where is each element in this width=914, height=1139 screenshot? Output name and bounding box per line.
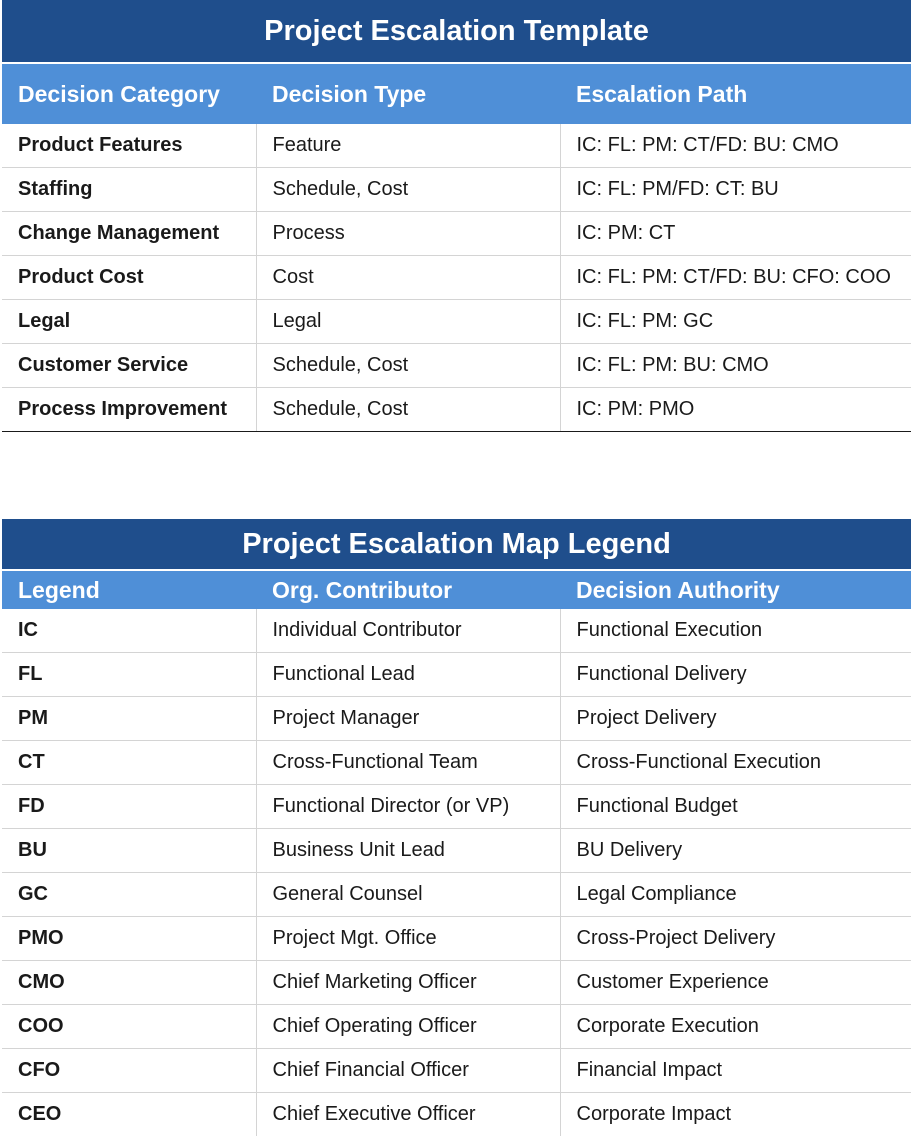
table-cell: Feature xyxy=(256,124,561,168)
table-cell: IC: FL: PM: GC xyxy=(560,299,911,344)
table-cell: PM xyxy=(2,696,257,741)
table-cell: Chief Marketing Officer xyxy=(256,960,561,1005)
table-cell: IC: PM: PMO xyxy=(560,387,911,432)
table-row: PM Project Manager Project Delivery xyxy=(2,696,912,741)
map-legend-title: Project Escalation Map Legend xyxy=(2,519,912,571)
table-row: PMO Project Mgt. Office Cross-Project Deli… xyxy=(2,916,912,961)
table-cell: BU xyxy=(2,828,257,873)
table-cell: Change Management xyxy=(2,211,257,256)
table-cell: CMO xyxy=(2,960,257,1005)
table-cell: Customer Service xyxy=(2,343,257,388)
table-cell: IC: FL: PM: BU: CMO xyxy=(560,343,911,388)
table-cell: General Counsel xyxy=(256,872,561,917)
table-cell: GC xyxy=(2,872,257,917)
table-cell: Chief Operating Officer xyxy=(256,1004,561,1049)
table-cell: PMO xyxy=(2,916,257,961)
column-header-decision-category: Decision Category xyxy=(2,63,256,124)
column-header-legend: Legend xyxy=(2,570,256,609)
table-row: Product Cost Cost IC: FL: PM: CT/FD: BU: C… xyxy=(2,255,911,300)
table-row: Legal Legal IC: FL: PM: GC xyxy=(2,299,911,344)
table-row: CMO Chief Marketing Officer Customer Exper… xyxy=(2,960,912,1005)
table-cell: FL xyxy=(2,652,257,697)
table-cell: Functional Execution xyxy=(560,609,912,653)
table-cell: COO xyxy=(2,1004,257,1049)
table-row: CFO Chief Financial Officer Financial Impa… xyxy=(2,1048,912,1093)
escalation-template-body: Product Features Feature IC: FL: PM: CT/FD… xyxy=(2,124,911,432)
table-cell: Legal xyxy=(2,299,257,344)
escalation-template-table: Project Escalation Template Decision Cat… xyxy=(2,0,911,432)
table-cell: Staffing xyxy=(2,167,257,212)
table-row: Customer Service Schedule, Cost IC: FL: PM… xyxy=(2,343,911,388)
table-cell: Legal Compliance xyxy=(560,872,912,917)
table-row: CT Cross-Functional Team Cross-Functional … xyxy=(2,740,912,785)
table-cell: IC: PM: CT xyxy=(560,211,911,256)
table-cell: Schedule, Cost xyxy=(256,387,561,432)
map-legend-body: IC Individual Contributor Functional Execu… xyxy=(2,609,912,1136)
table-row: CEO Chief Executive Officer Corporate Impa… xyxy=(2,1092,911,1136)
table-cell: Schedule, Cost xyxy=(256,343,561,388)
table-cell: CT xyxy=(2,740,257,785)
table-cell: Project Manager xyxy=(256,696,561,741)
table-row: IC Individual Contributor Functional Execu… xyxy=(2,609,912,653)
table-cell: Cross-Functional Team xyxy=(256,740,561,785)
table-row: BU Business Unit Lead BU Delivery xyxy=(2,828,912,873)
table-cell: Corporate Execution xyxy=(560,1004,912,1049)
table-cell: Product Cost xyxy=(2,255,257,300)
table-cell: CEO xyxy=(2,1092,257,1136)
table-cell: Process Improvement xyxy=(2,387,257,432)
table-cell: Chief Executive Officer xyxy=(256,1092,561,1136)
table-cell: Functional Director (or VP) xyxy=(256,784,561,829)
table-cell: BU Delivery xyxy=(560,828,912,873)
table-cell: Financial Impact xyxy=(560,1048,912,1093)
table-row: FD Functional Director (or VP) Functional … xyxy=(2,784,912,829)
table-row: FL Functional Lead Functional Delivery xyxy=(2,652,912,697)
table-cell: Legal xyxy=(256,299,561,344)
table-cell: Product Features xyxy=(2,124,257,168)
map-legend-table: Project Escalation Map Legend Legend Org… xyxy=(2,519,912,1136)
table-row: Change Management Process IC: PM: CT xyxy=(2,211,911,256)
table-row: GC General Counsel Legal Compliance xyxy=(2,872,912,917)
escalation-template-title: Project Escalation Template xyxy=(2,0,911,64)
table-cell: IC: FL: PM: CT/FD: BU: CFO: COO xyxy=(560,255,911,300)
column-header-org-contributor: Org. Contributor xyxy=(256,570,560,609)
table-cell: Functional Delivery xyxy=(560,652,912,697)
table-cell: Functional Lead xyxy=(256,652,561,697)
table-cell: Process xyxy=(256,211,561,256)
table-cell: Cross-Functional Execution xyxy=(560,740,912,785)
table-cell: Cross-Project Delivery xyxy=(560,916,912,961)
table-cell: IC: FL: PM: CT/FD: BU: CMO xyxy=(560,124,911,168)
table-cell: IC: FL: PM/FD: CT: BU xyxy=(560,167,911,212)
column-header-decision-type: Decision Type xyxy=(256,63,560,124)
table-cell: Business Unit Lead xyxy=(256,828,561,873)
table-cell: IC xyxy=(2,609,257,653)
table-cell: Schedule, Cost xyxy=(256,167,561,212)
table-row: COO Chief Operating Officer Corporate Exec… xyxy=(2,1004,912,1049)
table-cell: CFO xyxy=(2,1048,257,1093)
table-cell: Project Mgt. Office xyxy=(256,916,561,961)
column-header-decision-authority: Decision Authority xyxy=(560,570,912,609)
table-cell: FD xyxy=(2,784,257,829)
table-cell: Cost xyxy=(256,255,561,300)
table-cell: Chief Financial Officer xyxy=(256,1048,561,1093)
table-row: Process Improvement Schedule, Cost IC: PM:… xyxy=(2,387,911,432)
table-cell: Customer Experience xyxy=(560,960,912,1005)
table-cell: Individual Contributor xyxy=(256,609,561,653)
table-row: Staffing Schedule, Cost IC: FL: PM/FD: CT:… xyxy=(2,167,911,212)
table-row: Product Features Feature IC: FL: PM: CT/FD… xyxy=(2,124,911,168)
table-cell: Project Delivery xyxy=(560,696,912,741)
table-cell: Corporate Impact xyxy=(576,1103,732,1125)
column-header-escalation-path: Escalation Path xyxy=(560,63,911,124)
table-cell: Functional Budget xyxy=(560,784,912,829)
